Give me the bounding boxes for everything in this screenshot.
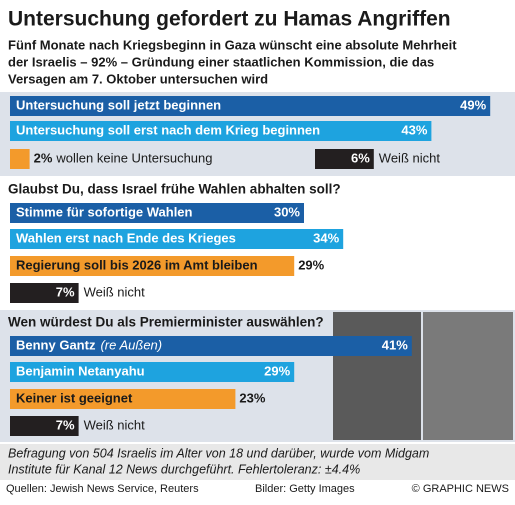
- value-label: 6%: [351, 150, 370, 165]
- note-bg: [0, 444, 515, 480]
- value-label: 41%: [382, 337, 408, 352]
- category-label: Weiß nicht: [379, 150, 441, 165]
- value-label: 7%: [56, 417, 75, 432]
- value-label: 29%: [264, 363, 290, 378]
- bar: [10, 121, 432, 141]
- photo-gantz: [423, 312, 513, 440]
- bar: [10, 283, 79, 303]
- bar: [10, 416, 79, 436]
- subtitle: Fünf Monate nach Kriegsbeginn in Gaza wü…: [8, 37, 457, 52]
- title: Untersuchung gefordert zu Hamas Angriffe…: [8, 8, 451, 31]
- category-note: (re Außen): [100, 337, 162, 352]
- bar: [10, 203, 304, 223]
- bar: [10, 96, 491, 116]
- bar: [10, 256, 295, 276]
- source: Bilder: Getty Images: [255, 483, 355, 495]
- value-label: 34%: [313, 230, 339, 245]
- value-label: 23%: [239, 390, 265, 405]
- bar: [10, 229, 344, 249]
- category-label: wollen keine Untersuchung: [55, 150, 212, 165]
- question: Wen würdest Du als Premierminister auswä…: [8, 315, 324, 330]
- note: Institute für Kanal 12 News durchgeführt…: [8, 462, 360, 476]
- bar: [315, 149, 374, 169]
- value-label: 43%: [401, 122, 427, 137]
- bar: [10, 362, 295, 382]
- value-label: 7%: [56, 284, 75, 299]
- value-label: 30%: [274, 204, 300, 219]
- subtitle: Versagen am 7. Oktober untersuchen wird: [8, 71, 268, 86]
- category-label: Weiß nicht: [84, 284, 146, 299]
- value-label: 29%: [298, 257, 324, 272]
- category-label: Weiß nicht: [84, 417, 146, 432]
- category-label: Benjamin Netanyahu: [16, 363, 145, 378]
- bar: [10, 389, 236, 409]
- value-label: 2%: [34, 150, 53, 165]
- note: Befragung von 504 Israelis im Alter von …: [8, 446, 429, 460]
- value-label: 49%: [460, 97, 486, 112]
- source: © GRAPHIC NEWS: [412, 483, 509, 495]
- category-label: Wahlen erst nach Ende des Krieges: [16, 230, 236, 245]
- category-label: Untersuchung soll erst nach dem Krieg be…: [16, 122, 320, 137]
- question: Glaubst Du, dass Israel frühe Wahlen abh…: [8, 182, 341, 197]
- bar: [10, 149, 30, 169]
- category-label: Stimme für sofortige Wahlen: [16, 204, 193, 219]
- category-label: Keiner ist geeignet: [16, 390, 133, 405]
- subtitle: der Israelis – 92% – Gründung einer staa…: [8, 54, 434, 69]
- category-label: Untersuchung soll jetzt beginnen: [16, 97, 221, 112]
- category-label: Regierung soll bis 2026 im Amt bleiben: [16, 257, 258, 272]
- category-label: Benny Gantz: [16, 337, 96, 352]
- source: Quellen: Jewish News Service, Reuters: [6, 483, 199, 495]
- photo-netanyahu: [333, 312, 421, 440]
- bar: [10, 336, 412, 356]
